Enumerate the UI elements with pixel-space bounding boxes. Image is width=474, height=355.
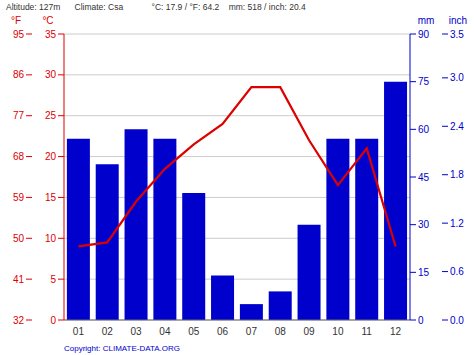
svg-text:10: 10: [332, 326, 344, 337]
svg-text:5: 5: [50, 274, 56, 285]
svg-text:90: 90: [418, 29, 430, 40]
svg-text:0: 0: [418, 315, 424, 326]
svg-text:04: 04: [159, 326, 171, 337]
svg-text:95: 95: [13, 29, 25, 40]
svg-text:30: 30: [418, 219, 430, 230]
svg-text:0.0: 0.0: [450, 315, 464, 326]
html-text:mm: mm: [417, 15, 435, 26]
svg-text:05: 05: [188, 326, 200, 337]
svg-text:01: 01: [73, 326, 85, 337]
svg-text:06: 06: [217, 326, 229, 337]
svg-text:59: 59: [13, 192, 25, 203]
svg-text:3.0: 3.0: [450, 72, 464, 83]
svg-text:15: 15: [45, 192, 57, 203]
svg-text:15: 15: [418, 267, 430, 278]
svg-text:25: 25: [45, 110, 57, 121]
svg-text:45: 45: [418, 172, 430, 183]
svg-text:20: 20: [45, 151, 57, 162]
svg-text:32: 32: [13, 315, 25, 326]
html-text:Altitude: 127m Climate: Csa °C: Altitude: 127m Climate: Csa °C: 17.9 / °…: [6, 2, 306, 12]
svg-text:50: 50: [13, 233, 25, 244]
svg-text:0.6: 0.6: [450, 266, 464, 277]
svg-text:86: 86: [13, 69, 25, 80]
svg-text:11: 11: [362, 326, 373, 337]
svg-text:03: 03: [131, 326, 143, 337]
svg-text:35: 35: [45, 29, 57, 40]
svg-text:0: 0: [50, 315, 56, 326]
svg-text:30: 30: [45, 69, 57, 80]
html-text:°F: °F: [10, 15, 21, 26]
html-text:°C: °C: [42, 15, 54, 26]
svg-text:08: 08: [275, 326, 287, 337]
svg-text:77: 77: [13, 110, 25, 121]
svg-text:60: 60: [418, 124, 430, 135]
svg-text:07: 07: [246, 326, 258, 337]
svg-text:1.8: 1.8: [450, 169, 464, 180]
svg-text:2.4: 2.4: [450, 121, 464, 132]
html-text:inch: inch: [448, 15, 468, 26]
svg-text:09: 09: [304, 326, 316, 337]
svg-text:02: 02: [102, 326, 114, 337]
html-text:Copyright: CLIMATE-DATA.ORG: Copyright: CLIMATE-DATA.ORG: [64, 344, 180, 353]
svg-text:12: 12: [390, 326, 402, 337]
svg-text:1.2: 1.2: [450, 218, 464, 229]
svg-text:41: 41: [13, 274, 25, 285]
svg-text:10: 10: [45, 233, 57, 244]
svg-text:68: 68: [13, 151, 25, 162]
svg-text:75: 75: [418, 76, 430, 87]
svg-text:3.5: 3.5: [450, 29, 464, 40]
